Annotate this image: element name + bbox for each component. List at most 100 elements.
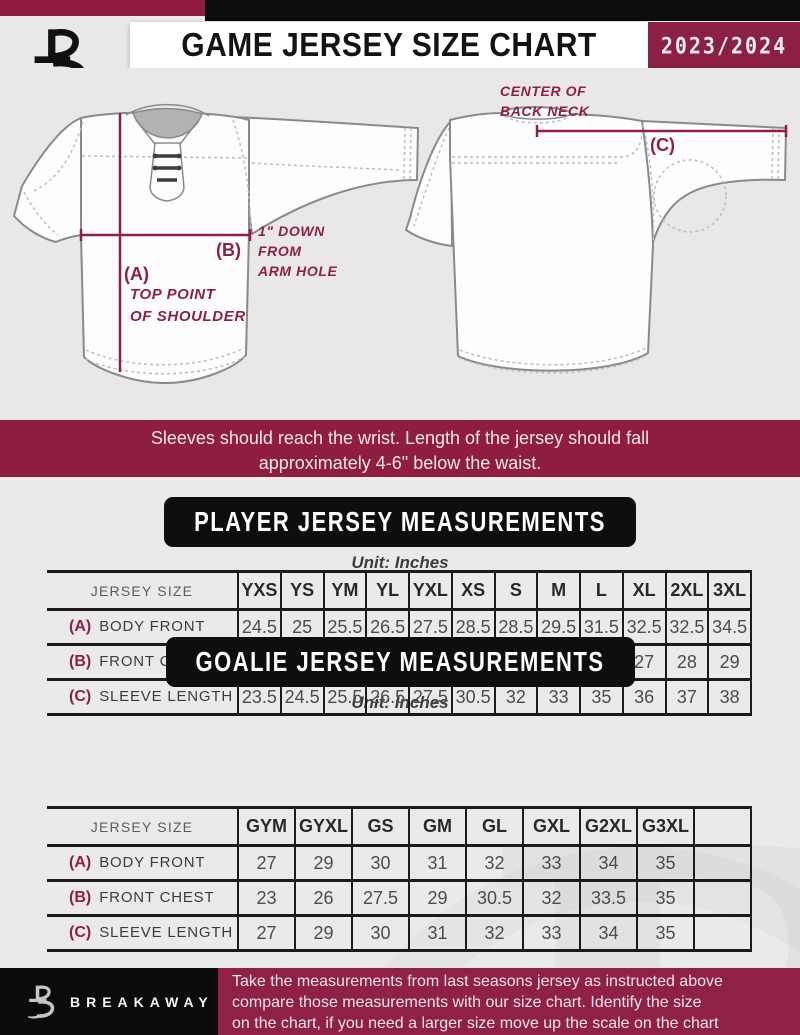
footer-brand-block: BREAKAWAY (0, 968, 218, 1035)
table-cell: 29 (408, 880, 466, 916)
size-column-header: XL (621, 571, 666, 610)
footer-note-line3: on the chart, if you need a larger size … (232, 1015, 719, 1032)
row-label: BODY FRONT (99, 618, 206, 635)
annotation-center-back-neck: CENTER OF BACK NECK (500, 83, 590, 119)
lace-detail (155, 154, 179, 182)
annotation-label-a: (A) (124, 264, 149, 284)
size-column-header: G2XL (579, 807, 637, 846)
footer-note-line2: compare those measurements with our size… (232, 994, 702, 1011)
table-cell: 35 (636, 845, 694, 881)
season-text: 2023/2024 (660, 32, 788, 59)
fit-note-line2: approximately 4-6" below the waist. (258, 453, 542, 473)
size-column-header: XS (450, 571, 495, 610)
table-cell: 30 (351, 845, 409, 881)
size-column-header: 2XL (664, 571, 709, 610)
table-cell: 23 (237, 880, 295, 916)
footer: BREAKAWAY Take the measurements from las… (0, 968, 800, 1035)
fit-note-banner: Sleeves should reach the wrist. Length o… (0, 420, 800, 477)
size-column-header: S (493, 571, 538, 610)
row-label-cell: (B) FRONT CHEST (47, 881, 238, 916)
table-cell (693, 880, 752, 916)
size-column-header: GL (465, 807, 523, 846)
table-corner-label: JERSEY SIZE (90, 818, 194, 835)
row-label-cell: (A) BODY FRONT (47, 610, 238, 645)
season-badge: 2023/2024 (648, 22, 800, 69)
table-cell: 33 (522, 915, 580, 951)
annotation-armhole-note: 1" DOWN FROM ARM HOLE (258, 223, 338, 279)
table-cell (693, 915, 752, 951)
row-key: (B) (69, 653, 92, 670)
table-cell: 34 (579, 845, 637, 881)
brand-wordmark: BREAKAWAY (70, 993, 214, 1010)
table-cell: 30 (351, 915, 409, 951)
title-banner: GAME JERSEY SIZE CHART (130, 22, 648, 69)
table-cell: 38 (707, 679, 752, 715)
row-label: SLEEVE LENGTH (99, 924, 233, 941)
size-column-header: G3XL (636, 807, 694, 846)
table-cell: 32.5 (664, 609, 709, 645)
size-column-header: GM (408, 807, 466, 846)
goalie-measurements-heading: GOALIE JERSEY MEASUREMENTS (165, 637, 635, 687)
jersey-diagram-area: CENTER OF BACK NECK (C) (B) 1" DOWN FROM… (0, 68, 800, 420)
table-cell: 35 (636, 880, 694, 916)
brand-logo-footer (26, 984, 58, 1020)
size-column-header: M (536, 571, 580, 610)
table-cell: 32.5 (621, 609, 666, 645)
annotation-label-c: (C) (650, 135, 675, 155)
top-accent-black (205, 0, 800, 21)
size-column-header: GS (351, 807, 409, 846)
table-row: (C) SLEEVE LENGTH 27 29 30 31 32 33 34 35 (47, 915, 752, 951)
table-cell: 27 (237, 845, 295, 881)
table-cell: 28 (664, 644, 709, 680)
table-header-row: JERSEY SIZE GYM GYXL GS GM GL GXL G2XL G3XL (47, 807, 752, 846)
row-label: SLEEVE LENGTH (99, 688, 233, 705)
size-column-header: YXL (408, 571, 452, 610)
size-column-header: YS (279, 571, 324, 610)
table-cell: 26 (294, 880, 352, 916)
table-cell: 34.5 (707, 609, 752, 645)
size-column-header: 3XL (707, 571, 752, 610)
goalie-measurements-table: JERSEY SIZE GYM GYXL GS GM GL GXL G2XL G3XL (A) BO… (47, 806, 752, 952)
table-row: (A) BODY FRONT 27 29 30 31 32 33 34 35 (47, 845, 752, 881)
row-label-cell: (C) SLEEVE LENGTH (47, 916, 238, 951)
fit-note-line1: Sleeves should reach the wrist. Length o… (150, 428, 650, 448)
footer-note-line1: Take the measurements from last seasons … (232, 973, 723, 990)
table-cell: 32 (465, 845, 523, 881)
table-cell: 29 (294, 845, 352, 881)
front-jersey-figure (13, 103, 419, 384)
table-cell: 29 (294, 915, 352, 951)
table-cell: 31 (408, 845, 466, 881)
table-cell: 37 (664, 679, 709, 715)
table-cell: 34 (579, 915, 637, 951)
table-cell: 33.5 (579, 880, 637, 916)
table-cell: 27 (237, 915, 295, 951)
table-cell: 32 (522, 880, 580, 916)
size-column-header (693, 807, 752, 846)
table-header-row: JERSEY SIZE YXS YS YM YL YXL XS S M L XL 2XL 3XL (47, 571, 752, 610)
size-column-header: YL (365, 571, 409, 610)
player-measurements-heading: PLAYER JERSEY MEASUREMENTS (164, 497, 636, 547)
size-column-header: YM (322, 571, 367, 610)
back-jersey-figure (405, 106, 788, 374)
size-column-header: GYM (237, 807, 295, 846)
row-key: (A) (69, 618, 92, 635)
size-column-header: GXL (522, 807, 580, 846)
size-column-header: L (579, 571, 623, 610)
breakaway-b-icon (27, 985, 55, 1019)
table-cell: 33 (522, 845, 580, 881)
row-label: BODY FRONT (99, 854, 206, 871)
size-column-header: GYXL (294, 807, 352, 846)
annotation-shoulder-note: TOP POINT OF SHOULDER (130, 286, 246, 325)
table-cell: 32 (465, 915, 523, 951)
row-key: (B) (69, 889, 92, 906)
table-cell: 31 (408, 915, 466, 951)
table-cell: 27.5 (351, 880, 409, 916)
footer-note-block: Take the measurements from last seasons … (218, 968, 800, 1035)
page-title: GAME JERSEY SIZE CHART (181, 26, 597, 64)
table-cell: 30.5 (465, 880, 523, 916)
unit-label-player: Unit: Inches (351, 553, 449, 572)
row-key: (A) (69, 854, 92, 871)
row-key: (C) (69, 688, 92, 705)
table-row: (B) FRONT CHEST 23 26 27.5 29 30.5 32 33.5 35 (47, 880, 752, 916)
jersey-diagram (13, 103, 788, 384)
